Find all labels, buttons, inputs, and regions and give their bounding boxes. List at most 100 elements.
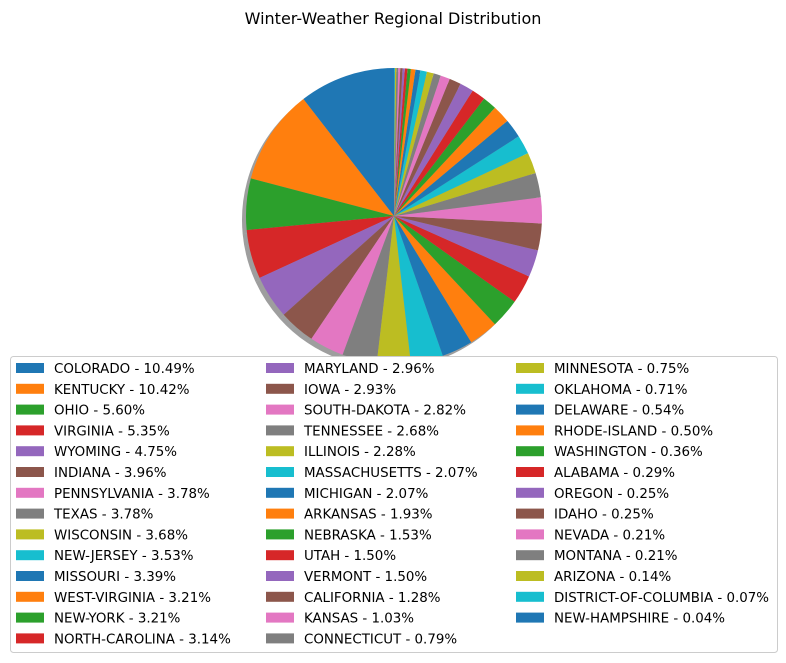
pie-slice: [394, 71, 434, 217]
pie-slice: [303, 68, 394, 216]
legend-label: ARIZONA - 0.14%: [554, 570, 671, 585]
legend-label: OREGON - 0.25%: [554, 487, 669, 502]
legend-label: ILLINOIS - 2.28%: [304, 445, 416, 460]
legend-label: ARKANSAS - 1.93%: [304, 508, 432, 523]
legend-swatch: [266, 425, 294, 436]
legend-label: OKLAHOMA - 0.71%: [554, 383, 687, 398]
legend-swatch: [16, 383, 44, 394]
legend-swatch: [516, 487, 544, 498]
legend-label: NEW-HAMPSHIRE - 0.04%: [554, 612, 725, 627]
legend-label: MARYLAND - 2.96%: [304, 362, 434, 377]
pie-slice: [394, 120, 519, 216]
pie-slice: [394, 98, 495, 216]
pie-slice: [259, 216, 394, 315]
pie-slice: [394, 73, 441, 216]
legend-label: OHIO - 5.60%: [54, 404, 145, 419]
pie-slice: [394, 75, 450, 216]
pie-slice: [394, 216, 515, 325]
legend-label: UTAH - 1.50%: [304, 549, 396, 564]
pie-slice: [394, 68, 411, 217]
pie-slice: [394, 67, 396, 217]
legend-swatch: [516, 425, 544, 436]
pie-slice: [394, 68, 405, 216]
legend-swatch: [16, 363, 44, 373]
legend-swatch: [16, 467, 44, 477]
legend-label: MISSOURI - 3.39%: [54, 570, 176, 585]
legend-label: CONNECTICUT - 0.79%: [304, 632, 457, 647]
legend-swatch: [516, 529, 544, 540]
pie-slice: [394, 216, 495, 343]
legend-swatch: [16, 529, 44, 540]
legend-label: VIRGINIA - 5.35%: [54, 424, 170, 439]
pie-slice: [394, 216, 443, 364]
legend-swatch: [266, 446, 294, 457]
pie-slice: [394, 70, 427, 216]
legend-swatch: [266, 529, 294, 540]
pie-slice: [394, 78, 461, 216]
pie-slice: [394, 68, 401, 216]
pie-slice: [246, 216, 394, 278]
legend-swatch: [516, 467, 544, 477]
legend-label: WEST-VIRGINIA - 3.21%: [54, 591, 211, 606]
legend-swatch: [16, 487, 44, 498]
legend-swatch: [266, 363, 294, 373]
legend-swatch: [266, 591, 294, 602]
legend-swatch: [266, 571, 294, 581]
legend-swatch: [16, 612, 44, 623]
legend: COLORADO - 10.49% KENTUCKY - 10.42% OHIO -…: [10, 356, 778, 653]
pie-slice: [394, 107, 508, 216]
pie-slice: [394, 83, 473, 216]
legend-label: MINNESOTA - 0.75%: [554, 362, 689, 377]
legend-swatch: [516, 571, 544, 581]
legend-swatch: [16, 404, 44, 415]
pie-slice: [394, 68, 403, 216]
pie-slice: [394, 216, 530, 302]
legend-label: SOUTH-DAKOTA - 2.82%: [304, 404, 466, 419]
legend-label: COLORADO - 10.49%: [54, 362, 195, 377]
legend-swatch: [516, 363, 544, 373]
legend-swatch: [266, 467, 294, 477]
legend-label: ALABAMA - 0.29%: [554, 466, 675, 481]
legend-swatch: [266, 404, 294, 415]
pie-slice: [311, 216, 394, 355]
legend-swatch: [516, 550, 544, 561]
pie-slice: [394, 216, 542, 251]
legend-label: DELAWARE - 0.54%: [554, 404, 684, 419]
legend-label: TENNESSEE - 2.68%: [303, 424, 439, 439]
legend-label: MONTANA - 0.21%: [554, 549, 677, 564]
pie-slices: [245, 67, 542, 364]
pie-slice: [394, 68, 408, 217]
legend-label: NEBRASKA - 1.53%: [304, 528, 432, 543]
legend-swatch: [516, 591, 544, 602]
legend-swatch: [516, 508, 544, 519]
legend-swatch: [16, 446, 44, 457]
pie-slice: [394, 153, 536, 216]
legend-label: NEW-YORK - 3.21%: [54, 612, 180, 627]
legend-swatch: [516, 612, 544, 623]
legend-swatch: [16, 508, 44, 519]
legend-swatch: [266, 550, 294, 561]
pie-slice: [394, 216, 472, 356]
legend-label: KENTUCKY - 10.42%: [54, 383, 189, 398]
legend-swatch: [16, 571, 44, 581]
legend-swatch: [16, 425, 44, 436]
legend-label: IOWA - 2.93%: [304, 383, 396, 398]
pie-slice: [250, 99, 394, 216]
pie-slice: [394, 68, 397, 216]
pie-slice: [394, 136, 529, 216]
legend-label: RHODE-ISLAND - 0.50%: [554, 424, 713, 439]
legend-swatch: [16, 591, 44, 602]
pie-slice: [394, 172, 541, 216]
pie-slice: [283, 216, 394, 339]
legend-label: WISCONSIN - 3.68%: [54, 528, 188, 543]
legend-swatch: [516, 383, 544, 394]
legend-swatch: [266, 383, 294, 394]
pie-slice: [245, 178, 394, 231]
legend-swatch: [266, 633, 294, 644]
legend-swatch: [16, 550, 44, 561]
pie-slice: [342, 216, 394, 363]
chart-title: Winter-Weather Regional Distribution: [245, 9, 542, 28]
pie-slice: [394, 216, 538, 277]
pie-slice: [376, 216, 411, 364]
